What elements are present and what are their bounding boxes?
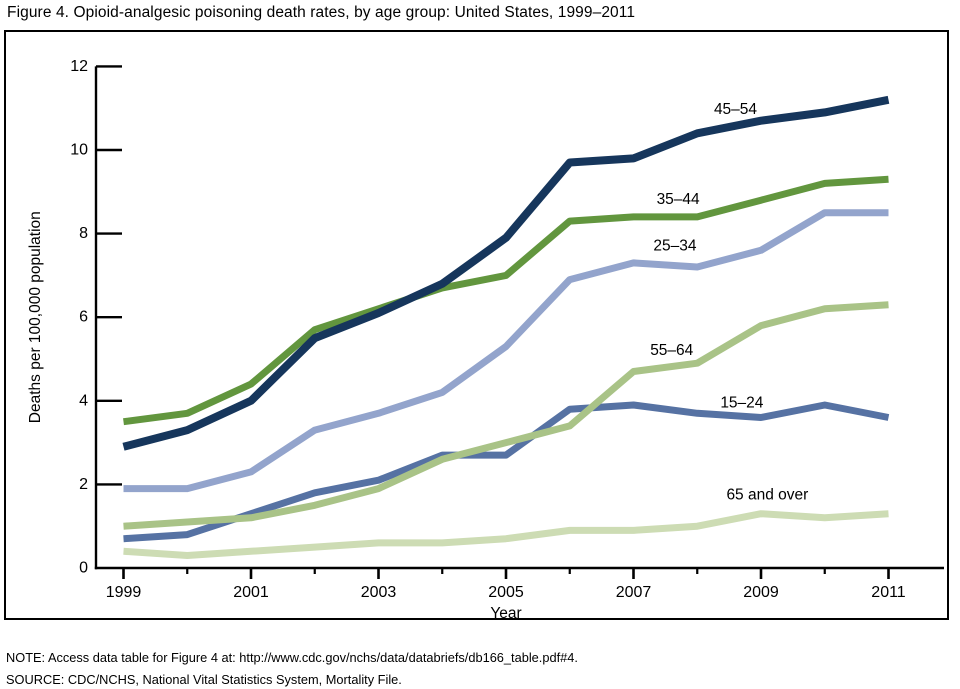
page-title: Figure 4. Opioid-analgesic poisoning dea… [7,4,636,21]
series-label-45-54: 45–54 [714,101,757,118]
y-tick-label-12: 12 [70,58,88,75]
series-line-25-34 [123,209,889,493]
chart-canvas: 0 2 4 6 8 10 12 1999 2001 2003 2005 2007 2009 2011 Yea… [27,58,944,618]
y-tick-label-2: 2 [79,476,88,493]
y-tick-label-10: 10 [70,142,88,159]
series-label-25-34: 25–34 [653,238,696,255]
x-tick-label-2003: 2003 [361,584,397,601]
source-text: SOURCE: CDC/NCHS, National Vital Statist… [6,672,402,687]
series-line-55-64 [123,301,889,530]
series-line-15-24 [123,401,890,543]
x-tick-label-2005: 2005 [488,584,524,601]
series-line-65-and-over [123,510,889,559]
x-tick-label-2009: 2009 [743,584,779,601]
y-tick-label-8: 8 [79,225,88,242]
series-label-65-and-over: 65 and over [726,486,808,503]
y-tick-label-4: 4 [79,392,88,409]
y-tick-label-6: 6 [79,309,88,326]
x-tick-label-2007: 2007 [616,584,652,601]
x-tick-label-2011: 2011 [871,584,906,601]
y-tick-label-0: 0 [79,560,88,577]
y-axis-title: Deaths per 100,000 population [27,211,44,423]
chart-frame: 0 2 4 6 8 10 12 1999 2001 2003 2005 2007 2009 2011 Yea… [4,30,949,620]
series-label-35-44: 35–44 [657,191,700,208]
series-label-55-64: 55–64 [650,342,693,359]
x-tick-label-2001: 2001 [233,584,269,601]
series-line-45-54 [122,95,890,451]
note-text: NOTE: Access data table for Figure 4 at:… [6,650,578,665]
x-tick-label-1999: 1999 [106,584,142,601]
x-axis-title: Year [490,605,521,618]
series-label-15-24: 15–24 [720,394,763,411]
series-line-35-44 [123,175,889,426]
